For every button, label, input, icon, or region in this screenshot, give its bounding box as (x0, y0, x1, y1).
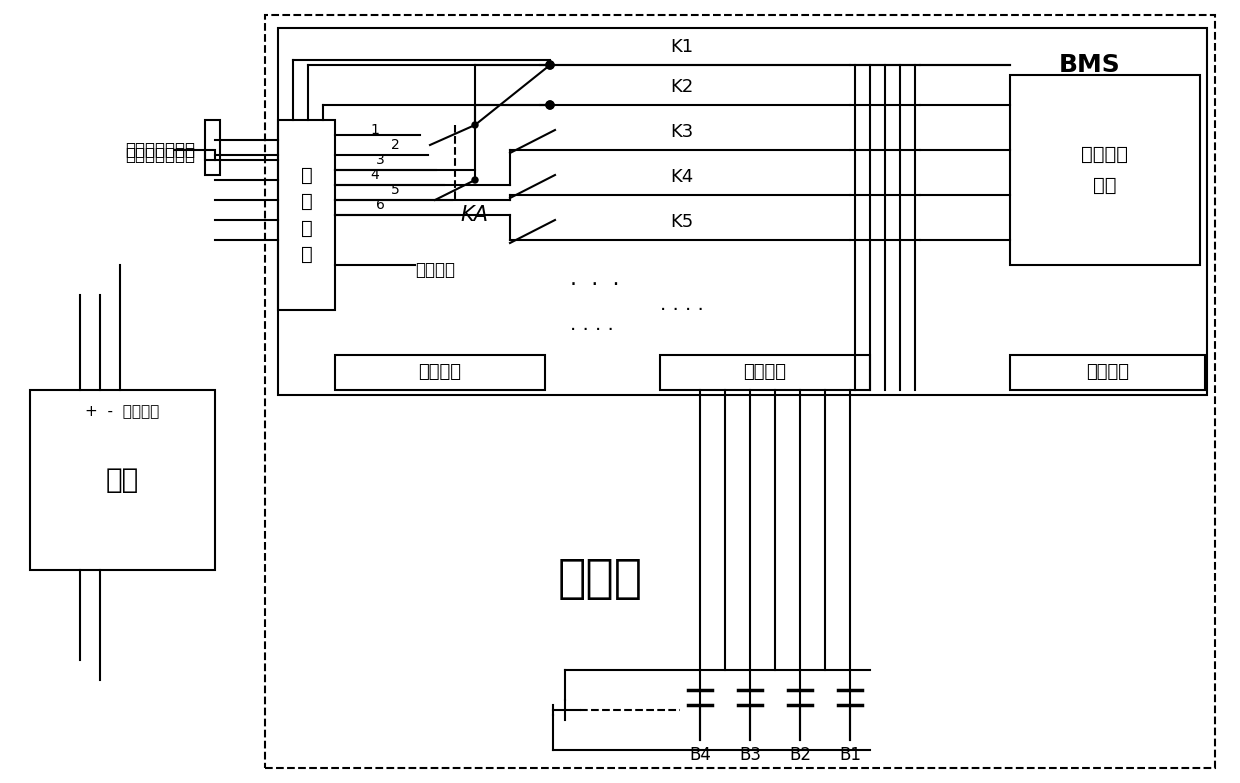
Bar (205, 120, 219, 175)
Bar (1011, 75, 1200, 265)
Bar (278, 120, 335, 310)
Text: 电池包均衡接口: 电池包均衡接口 (125, 146, 195, 164)
Bar (660, 355, 870, 390)
Text: 控制端口: 控制端口 (744, 363, 786, 381)
Text: · · · ·: · · · · (660, 301, 704, 319)
Text: BMS: BMS (1059, 53, 1121, 77)
Bar (265, 15, 1215, 768)
Text: 控制端口: 控制端口 (1086, 363, 1128, 381)
Text: +  -  通信接口: + - 通信接口 (86, 405, 160, 420)
Text: K5: K5 (670, 213, 693, 231)
Circle shape (546, 61, 554, 69)
Text: B3: B3 (739, 746, 761, 764)
Bar (335, 355, 546, 390)
Bar (278, 28, 1207, 395)
Text: K1: K1 (670, 38, 693, 56)
Text: 4: 4 (371, 168, 379, 182)
Text: ·  ·  ·: · · · (570, 275, 620, 295)
Text: 电池包: 电池包 (558, 557, 642, 602)
Text: 通信接口: 通信接口 (415, 261, 455, 279)
Text: B2: B2 (789, 746, 811, 764)
Text: 1: 1 (371, 123, 379, 137)
Text: K2: K2 (670, 78, 693, 96)
Text: 2: 2 (391, 138, 399, 152)
Text: 5: 5 (391, 183, 399, 197)
Circle shape (546, 101, 554, 109)
Text: KA: KA (460, 205, 489, 225)
Text: 均
衡
输
入: 均 衡 输 入 (300, 166, 312, 264)
Text: K3: K3 (670, 123, 693, 141)
Text: · · · ·: · · · · (570, 320, 614, 340)
Text: B1: B1 (839, 746, 861, 764)
Text: 电源: 电源 (105, 466, 139, 494)
Circle shape (472, 177, 477, 183)
Text: 6: 6 (376, 198, 384, 212)
Text: 电池包均衡接口: 电池包均衡接口 (125, 141, 195, 159)
Text: 电压检测
电路: 电压检测 电路 (1081, 145, 1128, 195)
Bar (205, 150, 215, 160)
Circle shape (546, 61, 554, 69)
Bar (30, 390, 215, 570)
Text: 3: 3 (376, 153, 384, 167)
Circle shape (546, 101, 554, 109)
Text: 通信端口: 通信端口 (419, 363, 461, 381)
Text: K4: K4 (670, 168, 693, 186)
Text: B4: B4 (689, 746, 711, 764)
Circle shape (472, 122, 477, 128)
Bar (1011, 355, 1205, 390)
